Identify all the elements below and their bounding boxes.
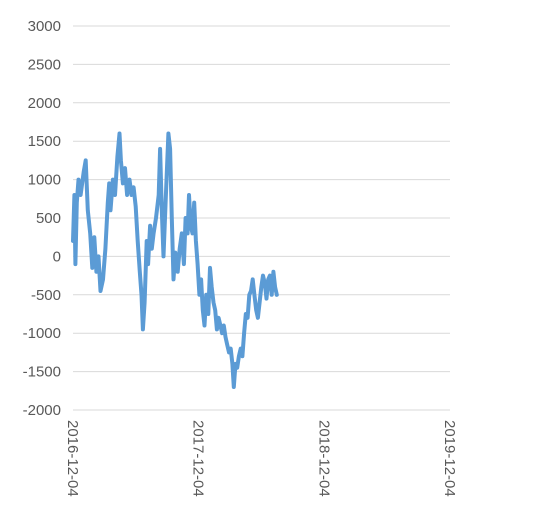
y-tick-label: 1000: [28, 172, 61, 189]
x-tick-label: 2017-12-04: [190, 420, 207, 497]
x-tick-label: 2018-12-04: [315, 420, 332, 497]
y-tick-label: -1500: [23, 364, 61, 381]
series-layer: [71, 131, 279, 389]
y-tick-label: -500: [31, 287, 61, 304]
y-tick-label: 3000: [28, 18, 61, 35]
y-tick-label: 500: [36, 210, 61, 227]
x-tick-label: 2016-12-04: [64, 420, 81, 497]
y-axis-tick-labels: 3000 2500 2000 1500 1000 500 0 -500 -1000 -1500 -2…: [23, 18, 61, 419]
y-tick-label: 2500: [28, 56, 61, 73]
x-tick-label: 2019-12-04: [441, 420, 458, 497]
y-tick-label: 0: [53, 248, 61, 265]
x-axis-tick-labels: 2016-12-04 2017-12-04 2018-12-04 2019-12-04: [64, 420, 458, 497]
y-tick-label: 1500: [28, 133, 61, 150]
y-tick-label: -2000: [23, 402, 61, 419]
gridlines: [73, 25, 450, 411]
y-tick-label: 2000: [28, 95, 61, 112]
y-tick-label: -1000: [23, 325, 61, 342]
series-line: [71, 131, 279, 389]
